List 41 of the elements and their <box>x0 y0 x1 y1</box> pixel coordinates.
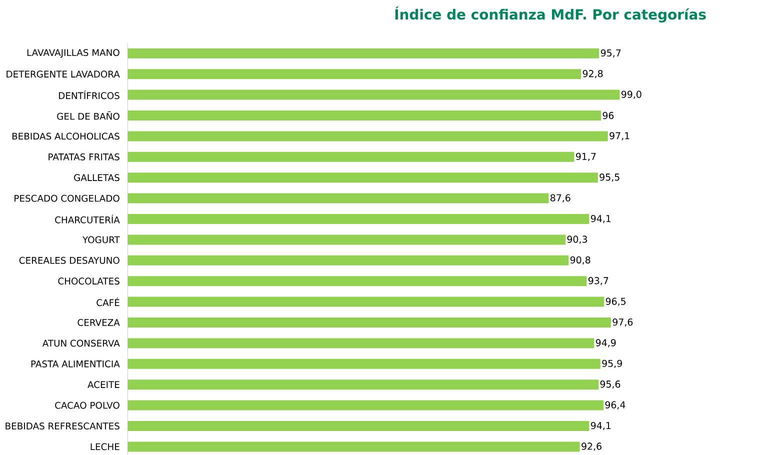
data-label: 92,8 <box>582 70 603 78</box>
data-label: 94,9 <box>596 339 616 348</box>
y-tick-label: PATATAS FRITAS <box>48 153 120 160</box>
data-label: 91,7 <box>576 152 596 161</box>
y-tick-label: BEBIDAS ALCOHOLICAS <box>12 132 120 140</box>
data-label: 99,0 <box>621 90 642 99</box>
y-tick-label: GALLETAS <box>74 174 120 182</box>
data-label: 95,5 <box>600 174 620 182</box>
y-tick-label: YOGURT <box>82 236 120 244</box>
y-tick-label: CACAO POLVO <box>55 402 120 409</box>
data-label: 95,7 <box>600 49 621 58</box>
y-tick-label: CHARCUTERÍA <box>55 214 120 224</box>
data-label: 95,6 <box>600 380 620 389</box>
data-label: 96,4 <box>605 401 626 410</box>
y-tick-label: CERVEZA <box>78 319 120 326</box>
data-label: 97,1 <box>610 132 630 140</box>
y-tick-label: DENTÍFRICOS <box>59 90 120 100</box>
y-tick-label: CAFÉ <box>96 297 120 306</box>
data-label: 96,5 <box>606 298 626 306</box>
y-tick-label: ATUN CONSERVA <box>42 340 120 347</box>
data-label: 92,6 <box>582 442 602 451</box>
chart-title: Índice de confianza MdF. Por categorías <box>395 6 706 22</box>
data-label: 90,3 <box>567 236 587 244</box>
data-label: 94,1 <box>590 422 611 430</box>
y-tick-label: CHOCOLATES <box>58 278 120 285</box>
y-tick-label: CEREALES DESAYUNO <box>19 256 120 264</box>
y-tick-label: ACEITE <box>88 381 120 388</box>
y-tick-label: PESCADO CONGELADO <box>14 194 120 202</box>
data-label: 87,6 <box>550 194 570 202</box>
y-tick-label: DETERGENTE LAVADORA <box>6 70 120 78</box>
data-label: 94,1 <box>590 214 611 224</box>
y-tick-label: BEBIDAS REFRESCANTES <box>6 422 120 430</box>
data-label: 90,8 <box>570 256 590 264</box>
data-label: 95,9 <box>602 360 622 368</box>
y-tick-label: GEL DE BAÑO <box>57 111 120 120</box>
data-label: 97,6 <box>612 318 633 327</box>
data-label: 96 <box>602 112 614 120</box>
y-tick-label: LAVAVAJILLAS MANO <box>27 49 120 58</box>
y-tick-label: LECHE <box>90 443 120 450</box>
data-label: 93,7 <box>588 277 608 286</box>
y-tick-label: PASTA ALIMENTICIA <box>31 360 120 368</box>
